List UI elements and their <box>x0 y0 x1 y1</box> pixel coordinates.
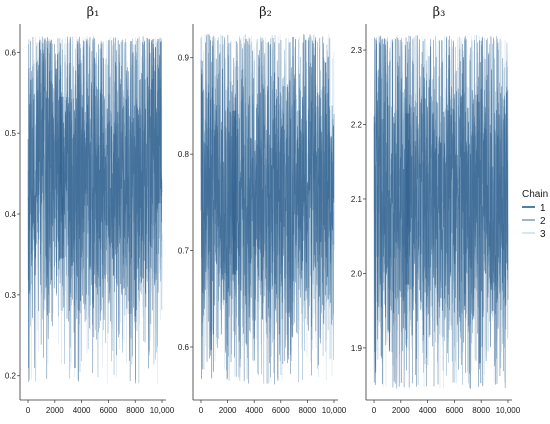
y-tick-label: 1.9 <box>351 344 363 353</box>
y-tick-label: 2.2 <box>351 121 363 130</box>
y-tick-label: 0.8 <box>178 150 190 159</box>
burn-in-stripe <box>232 110 237 275</box>
panel-2: β₂ 0.6 0.7 0.8 0.9 0 2000 4000 6000 8000 10,000 <box>178 5 347 415</box>
x-tick-label: 6000 <box>272 406 290 415</box>
panel-3: β₃ 1.9 2.0 2.1 2.2 2.3 0 2000 4000 6000 8000 10,000 <box>351 5 521 415</box>
legend: Chain 1 2 3 <box>522 189 548 240</box>
x-tick-label: 8000 <box>299 406 317 415</box>
y-tick-label: 0.3 <box>5 291 17 300</box>
y-tick-label: 0.5 <box>5 129 17 138</box>
x-tick-label: 0 <box>26 406 31 415</box>
x-tick-label: 8000 <box>472 406 490 415</box>
y-tick-label: 0.7 <box>178 247 190 256</box>
y-tick-label: 0.2 <box>5 372 17 381</box>
x-tick-label: 0 <box>372 406 377 415</box>
x-tick-label: 8000 <box>126 406 144 415</box>
y-tick-label: 0.6 <box>178 343 190 352</box>
panel-1: β₁ 0.2 0.3 0.4 0.5 0.6 0 2000 4000 6000 8000 10,000 <box>5 5 175 415</box>
x-tick-label: 10,000 <box>322 406 347 415</box>
x-tick-label: 2000 <box>392 406 410 415</box>
legend-label-chain-3: 3 <box>540 229 546 240</box>
x-tick-label: 10,000 <box>496 406 521 415</box>
x-tick-label: 6000 <box>100 406 118 415</box>
x-tick-label: 4000 <box>73 406 91 415</box>
x-tick-label: 0 <box>199 406 204 415</box>
panel-title: β₂ <box>259 5 272 20</box>
burn-in-stripe <box>405 113 410 285</box>
x-tick-label: 10,000 <box>150 406 175 415</box>
x-tick-label: 4000 <box>245 406 263 415</box>
series-line-chain-1 <box>200 33 335 385</box>
y-tick-label: 2.1 <box>351 195 363 204</box>
x-tick-label: 2000 <box>219 406 237 415</box>
series-line-chain-1 <box>27 36 163 384</box>
panel-title: β₃ <box>433 5 446 20</box>
legend-label-chain-1: 1 <box>540 203 546 214</box>
x-tick-label: 6000 <box>446 406 464 415</box>
y-tick-label: 0.6 <box>5 48 17 57</box>
legend-title: Chain <box>522 189 548 200</box>
y-tick-label: 2.3 <box>351 46 363 55</box>
series-line-chain-1 <box>373 35 509 389</box>
y-tick-label: 0.9 <box>178 54 190 63</box>
legend-label-chain-2: 2 <box>540 216 546 227</box>
panel-title: β₁ <box>87 5 100 20</box>
burn-in-stripe <box>59 96 64 259</box>
x-tick-label: 2000 <box>46 406 64 415</box>
x-tick-label: 4000 <box>419 406 437 415</box>
y-tick-label: 2.0 <box>351 269 363 278</box>
y-tick-label: 0.4 <box>5 210 17 219</box>
